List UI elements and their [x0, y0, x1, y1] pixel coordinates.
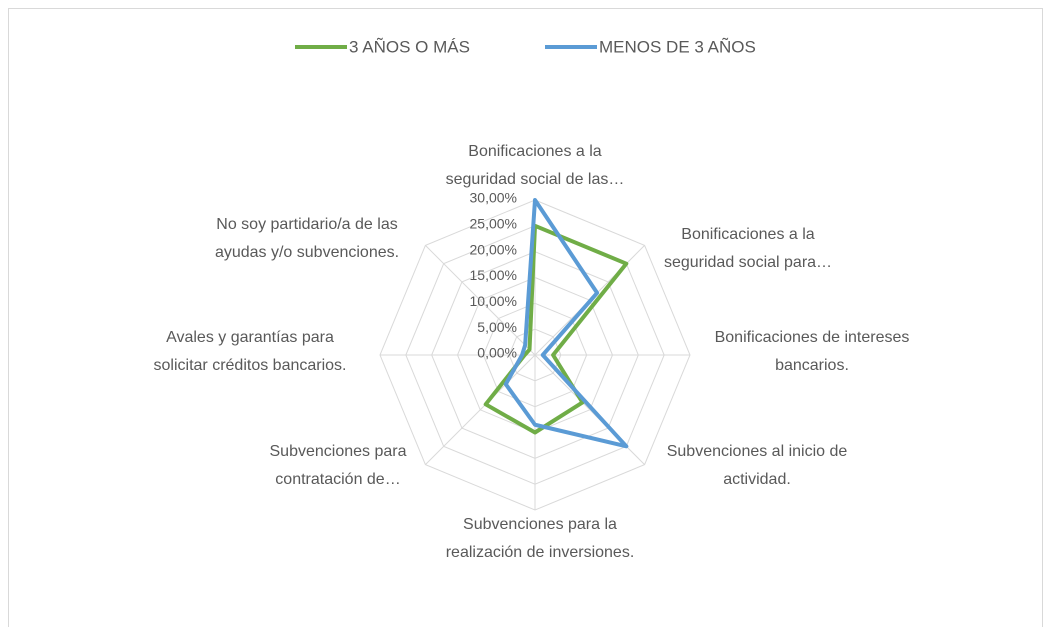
category-label: Subvenciones para la realización de inver… — [446, 516, 635, 561]
spoke — [425, 245, 536, 356]
y-tick-label: 0,00% — [477, 345, 517, 361]
category-label: Avales y garantías para solicitar crédito… — [154, 329, 347, 374]
legend-label: MENOS DE 3 AÑOS — [599, 37, 756, 56]
y-tick-label: 20,00% — [470, 241, 517, 257]
spoke — [534, 354, 645, 465]
chart-frame — [8, 8, 1043, 627]
category-label: Subvenciones para contratación de… — [270, 443, 407, 488]
category-label: Bonificaciones de intereses bancarios. — [715, 329, 910, 374]
legend-label: 3 AÑOS O MÁS — [349, 37, 470, 56]
category-label: Bonificaciones a la seguridad social para… — [664, 226, 832, 271]
y-tick-label: 15,00% — [470, 267, 517, 283]
category-label: Subvenciones al inicio de actividad. — [667, 443, 848, 488]
y-tick-label: 25,00% — [470, 216, 517, 232]
y-tick-label: 5,00% — [477, 319, 517, 335]
category-label: No soy partidario/a de las ayudas y/o sub… — [215, 216, 399, 261]
y-tick-label: 30,00% — [470, 190, 517, 206]
y-tick-label: 10,00% — [470, 293, 517, 309]
category-label: Bonificaciones a la seguridad social de l… — [446, 143, 625, 188]
spoke — [425, 354, 536, 465]
series-line — [503, 198, 629, 449]
series-line — [483, 223, 629, 435]
